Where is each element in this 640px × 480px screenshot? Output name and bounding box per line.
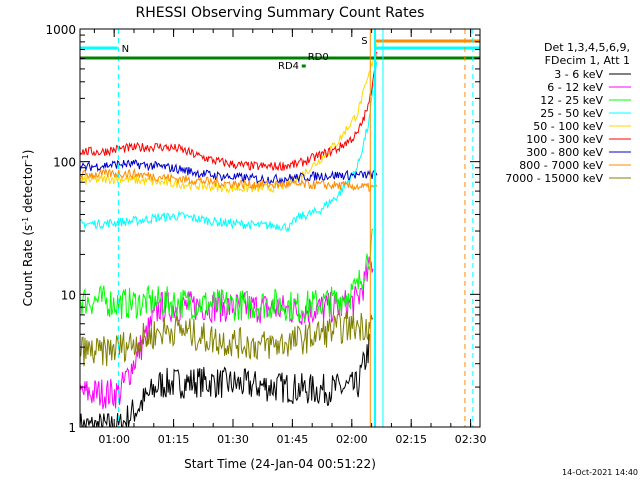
series-line-6: [79, 159, 378, 185]
annotation-rd0: RD0: [308, 52, 329, 63]
legend-header-1: FDecim 1, Att 1: [545, 54, 630, 67]
legend-label-6: 300 - 800 keV: [526, 146, 603, 159]
x-tick-label-6: 02:30: [455, 433, 487, 446]
series-line-3: [79, 61, 378, 233]
legend-label-0: 3 - 6 keV: [554, 68, 603, 81]
annotation-n: N: [122, 44, 129, 55]
annotation-rd4: RD4: [278, 61, 299, 72]
legend-label-4: 50 - 100 keV: [533, 120, 603, 133]
x-tick-label-5: 02:15: [395, 433, 427, 446]
series-line-8: [79, 312, 374, 367]
x-tick-label-0: 01:00: [98, 433, 130, 446]
y-tick-label-3: 1000: [45, 23, 76, 37]
timestamp: 14-Oct-2021 14:40: [562, 468, 638, 477]
series-line-2: [79, 228, 374, 322]
legend-label-7: 800 - 7000 keV: [519, 159, 603, 172]
legend-label-5: 100 - 300 keV: [526, 133, 603, 146]
legend-label-2: 12 - 25 keV: [540, 94, 603, 107]
series-line-7: [79, 167, 378, 192]
series-line-0: [79, 333, 370, 429]
series-layer: [79, 43, 378, 429]
y-tick-label-0: 1: [68, 421, 76, 435]
annotation-s: S: [361, 36, 367, 47]
y-axis: 1 10 100 1000: [45, 23, 480, 435]
y-tick-label-1: 10: [61, 288, 76, 302]
series-line-1: [79, 256, 374, 410]
x-tick-label-4: 02:00: [336, 433, 368, 446]
y-axis-label: Count Rate (s-1 detector-1): [21, 150, 35, 307]
legend: Det 1,3,4,5,6,9,FDecim 1, Att 13 - 6 keV…: [505, 41, 631, 185]
x-axis: 01:00 01:15 01:30 01:45 02:00 02:15 02:30: [93, 29, 487, 446]
x-tick-label-1: 01:15: [158, 433, 190, 446]
decor-layer: N S RD0 RD4: [80, 29, 480, 427]
plot-frame: [79, 28, 481, 428]
chart-title: RHESSI Observing Summary Count Rates: [136, 5, 425, 21]
x-tick-label-2: 01:30: [217, 433, 249, 446]
x-tick-label-3: 01:45: [277, 433, 309, 446]
x-axis-label: Start Time (24-Jan-04 00:51:22): [184, 457, 376, 471]
series-line-4: [79, 43, 378, 194]
legend-label-1: 6 - 12 keV: [547, 81, 603, 94]
series-line-5: [79, 51, 378, 172]
legend-label-8: 7000 - 15000 keV: [505, 172, 603, 185]
y-tick-label-2: 100: [53, 156, 76, 170]
legend-label-3: 25 - 50 keV: [540, 107, 603, 120]
legend-header-0: Det 1,3,4,5,6,9,: [544, 41, 630, 54]
